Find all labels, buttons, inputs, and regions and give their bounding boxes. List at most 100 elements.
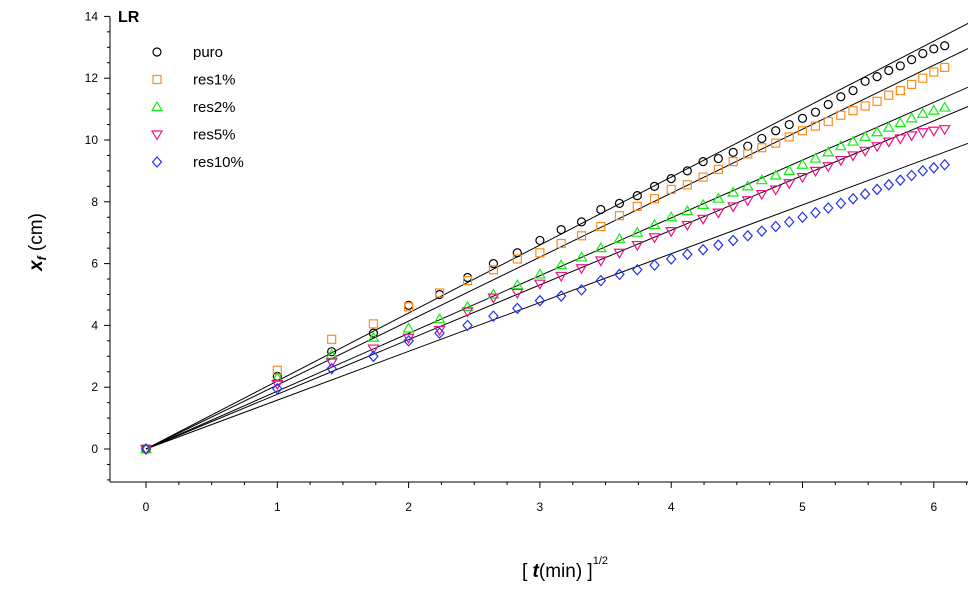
data-point (884, 90, 894, 100)
data-point (796, 158, 809, 169)
data-point (797, 126, 808, 136)
data-point (743, 141, 753, 151)
data-point (596, 221, 606, 232)
x-axis-title-sup: 1/2 (593, 555, 608, 567)
data-point (797, 211, 808, 224)
data-points (139, 41, 951, 456)
data-point (368, 350, 379, 363)
legend-label: res2% (193, 99, 236, 116)
y-axis-title-sub: f (35, 255, 49, 260)
legend-label: res10% (193, 154, 244, 171)
data-point (614, 198, 625, 208)
data-point (434, 327, 445, 340)
data-point (894, 116, 907, 128)
data-point (533, 268, 546, 279)
fit-line (145, 22, 968, 450)
data-point (847, 151, 860, 162)
data-point (928, 161, 940, 174)
data-point (631, 226, 644, 237)
data-point (907, 79, 917, 89)
fit-line (145, 106, 968, 450)
data-point (697, 198, 710, 209)
data-point (882, 137, 895, 148)
data-point (757, 143, 767, 153)
data-point (796, 172, 809, 184)
data-point (140, 443, 152, 455)
data-point (666, 184, 676, 195)
data-point (940, 62, 950, 72)
data-point (534, 294, 546, 307)
data-point (461, 307, 474, 318)
data-point (871, 183, 883, 196)
data-point (614, 268, 625, 281)
data-point (632, 263, 643, 276)
data-point (666, 174, 676, 184)
data-point (823, 116, 833, 127)
series-res5-pct (139, 125, 951, 456)
data-point (905, 112, 918, 123)
legend-marker (152, 47, 162, 57)
x-axis-title-pre: [ (522, 561, 533, 582)
data-point (697, 214, 710, 225)
data-point (927, 104, 940, 115)
data-point (822, 202, 834, 214)
data-point (487, 293, 500, 304)
data-point (512, 302, 523, 315)
data-point (916, 107, 929, 118)
data-point (810, 121, 821, 131)
data-point (648, 233, 661, 244)
data-point (682, 166, 692, 176)
data-point (907, 55, 917, 65)
data-point (461, 300, 474, 311)
data-point (894, 134, 907, 145)
data-point (809, 166, 822, 178)
data-point (882, 121, 895, 132)
data-point (712, 208, 725, 219)
data-point (727, 202, 740, 213)
data-point (872, 96, 882, 106)
data-point (649, 194, 660, 204)
data-point (728, 147, 738, 157)
panel-label: LR (118, 9, 140, 26)
data-point (556, 225, 566, 235)
data-point (555, 290, 567, 302)
y-tick-label: 14 (85, 9, 99, 23)
data-point (939, 158, 951, 171)
data-point (327, 347, 337, 357)
data-point (272, 365, 282, 375)
data-point (594, 241, 607, 253)
data-point (822, 146, 835, 157)
data-point (596, 204, 606, 215)
data-point (713, 153, 723, 164)
x-axis-title-var: t (533, 561, 540, 582)
fit-line (145, 86, 968, 450)
y-tick-label: 0 (91, 442, 98, 456)
data-point (555, 271, 568, 283)
data-point (727, 186, 740, 197)
data-point (434, 288, 445, 298)
data-point (533, 279, 546, 290)
data-point (325, 358, 338, 369)
data-point (682, 180, 692, 190)
data-point (462, 275, 473, 286)
legend-marker (152, 74, 162, 85)
data-point (511, 288, 524, 300)
data-point (809, 152, 822, 163)
data-point (797, 113, 808, 123)
x-axis-title-mid: (min) ] (539, 561, 593, 582)
legend-marker (150, 100, 164, 112)
data-point (556, 238, 566, 249)
data-point (512, 248, 522, 258)
data-point (403, 334, 414, 347)
data-point (271, 371, 284, 383)
data-point (823, 99, 833, 110)
series-puro (141, 41, 950, 454)
data-point (433, 313, 446, 324)
data-point (632, 191, 642, 201)
data-point (743, 149, 753, 159)
data-point (859, 130, 872, 142)
data-point (783, 179, 796, 190)
data-point (462, 272, 473, 283)
